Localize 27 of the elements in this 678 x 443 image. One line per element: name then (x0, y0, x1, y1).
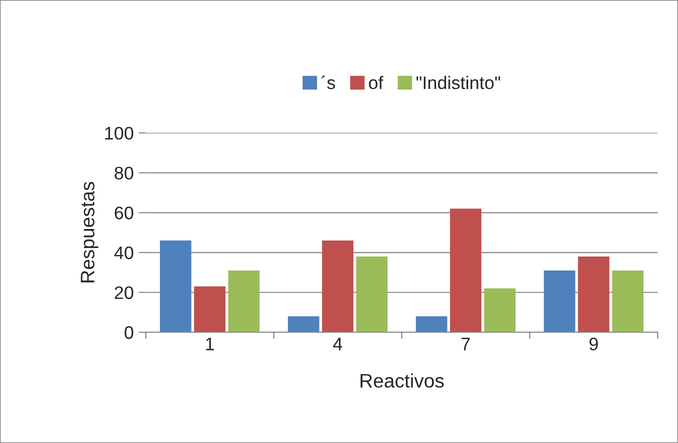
bar (322, 240, 354, 332)
x-tick-label: 4 (333, 338, 342, 350)
x-tick-label: 7 (462, 338, 470, 350)
y-tick-label: 80 (114, 166, 134, 180)
bar (288, 316, 320, 332)
x-tick-label: 9 (590, 338, 598, 350)
bar (356, 256, 388, 332)
legend-label: "Indistinto" (416, 76, 500, 90)
bar (194, 286, 226, 332)
bar (228, 270, 260, 332)
bar (450, 208, 482, 332)
bar (484, 288, 516, 332)
y-tick-label: 20 (114, 286, 134, 300)
y-tick-label: 60 (114, 206, 134, 220)
y-axis-title: Respuestas (80, 182, 98, 282)
y-tick-label: 100 (105, 126, 134, 140)
legend-label: of (368, 76, 384, 90)
bar (416, 316, 448, 332)
y-tick-label: 40 (114, 246, 134, 260)
legend-label: ´s (321, 76, 336, 90)
bar (578, 256, 610, 332)
y-tick-label: 0 (124, 326, 134, 339)
x-tick-label: 1 (206, 338, 214, 350)
x-axis-title: Reactivos (360, 373, 444, 388)
bar (612, 270, 644, 332)
bar (544, 270, 576, 332)
bar (160, 240, 192, 332)
